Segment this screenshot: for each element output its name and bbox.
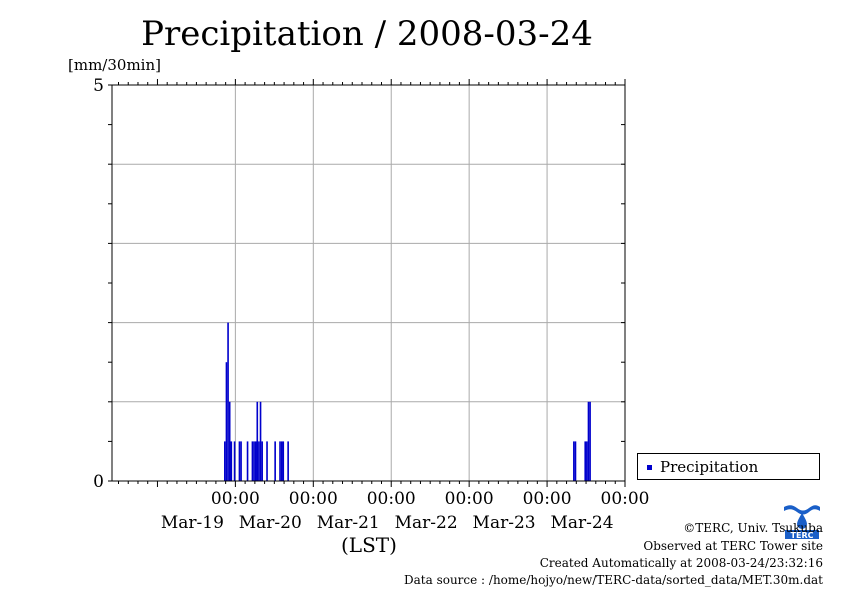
- grid-lines: [112, 85, 625, 481]
- x-tick-date-label: Mar-23: [473, 513, 536, 533]
- y-tick-label: 0: [93, 472, 104, 492]
- precipitation-bar: [258, 441, 260, 481]
- precipitation-bar: [287, 441, 289, 481]
- precipitation-bar: [266, 441, 268, 481]
- precipitation-bar: [256, 401, 259, 481]
- legend-swatch: [647, 465, 652, 470]
- x-tick-time-label: 00:00: [211, 489, 260, 509]
- precipitation-bar: [282, 441, 285, 481]
- x-tick-time-label: 00:00: [445, 489, 494, 509]
- precipitation-bar: [230, 441, 233, 481]
- y-axis-unit-label: [mm/30min]: [68, 56, 161, 74]
- precipitation-bar: [225, 362, 228, 481]
- precipitation-bar: [251, 441, 254, 481]
- x-tick-date-label: Mar-21: [317, 513, 380, 533]
- precipitation-bar: [280, 441, 283, 481]
- precipitation-bar: [224, 441, 226, 481]
- precipitation-bar: [240, 441, 242, 481]
- precipitation-bar: [233, 441, 236, 481]
- plot-frame: [108, 79, 626, 487]
- precipitation-bar: [589, 401, 591, 481]
- legend-label: Precipitation: [660, 458, 759, 476]
- x-tick-date-label: Mar-20: [239, 513, 302, 533]
- tick-labels: 0 5 00:00 Mar-19 00:00 Mar-20 00:00 Mar-21 00:00…: [93, 76, 649, 533]
- precipitation-bar: [574, 441, 577, 481]
- precipitation-bar: [274, 441, 276, 481]
- svg-text:TERC: TERC: [791, 531, 814, 540]
- precipitation-bar: [259, 401, 262, 481]
- precipitation-bar: [261, 441, 263, 481]
- footer-created: Created Automatically at 2008-03-24/23:3…: [539, 556, 823, 570]
- precipitation-bar: [253, 441, 255, 481]
- y-tick-label: 5: [93, 76, 104, 96]
- precipitation-bar: [228, 401, 231, 481]
- precipitation-bar: [584, 441, 587, 481]
- precipitation-bar: [587, 401, 590, 481]
- terc-logo-icon: TERC: [783, 503, 821, 540]
- x-tick-date-label: Mar-24: [550, 513, 613, 533]
- precipitation-bar: [573, 441, 575, 481]
- precipitation-bars: [224, 322, 591, 481]
- precipitation-bar: [238, 441, 241, 481]
- x-tick-time-label: 00:00: [523, 489, 572, 509]
- precipitation-bar: [586, 441, 588, 481]
- precipitation-bar: [227, 322, 229, 481]
- x-tick-time-label: 00:00: [367, 489, 416, 509]
- x-tick-date-label: Mar-19: [161, 513, 224, 533]
- footer-copyright: ©TERC, Univ. Tsukuba: [683, 521, 823, 535]
- plot-border: [111, 84, 626, 482]
- precipitation-bar: [279, 441, 281, 481]
- x-tick-time-label: 00:00: [601, 489, 650, 509]
- precipitation-bar: [246, 441, 249, 481]
- footer-source: Data source : /home/hojyo/new/TERC-data/…: [404, 573, 823, 587]
- chart-title: Precipitation / 2008-03-24: [141, 14, 593, 54]
- precipitation-bar: [254, 441, 257, 481]
- chart-legend: Precipitation: [637, 453, 820, 480]
- x-tick-date-label: Mar-22: [395, 513, 458, 533]
- x-axis-label: (LST): [341, 533, 397, 557]
- footer-site: Observed at TERC Tower site: [643, 539, 823, 553]
- x-tick-time-label: 00:00: [289, 489, 338, 509]
